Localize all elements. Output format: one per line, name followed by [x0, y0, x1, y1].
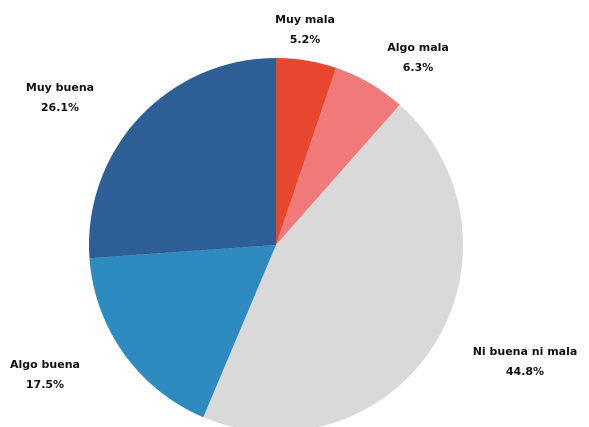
pie-slice — [276, 67, 400, 245]
slice-value-label: 6.3% — [403, 61, 434, 74]
pie-slice — [203, 104, 463, 427]
slice-value-label: 44.8% — [506, 365, 544, 378]
pie-slice — [89, 245, 276, 418]
slice-value-label: 26.1% — [41, 101, 79, 114]
pie-slice — [89, 58, 276, 259]
slice-label: Ni buena ni mala — [473, 345, 578, 358]
slice-label: Algo mala — [387, 41, 449, 54]
slice-value-label: 17.5% — [26, 378, 64, 391]
slice-label: Algo buena — [10, 358, 80, 371]
slice-value-label: 5.2% — [290, 33, 321, 46]
pie-slice — [276, 58, 337, 245]
slice-label: Muy buena — [26, 81, 94, 94]
slice-label: Muy mala — [275, 13, 335, 26]
